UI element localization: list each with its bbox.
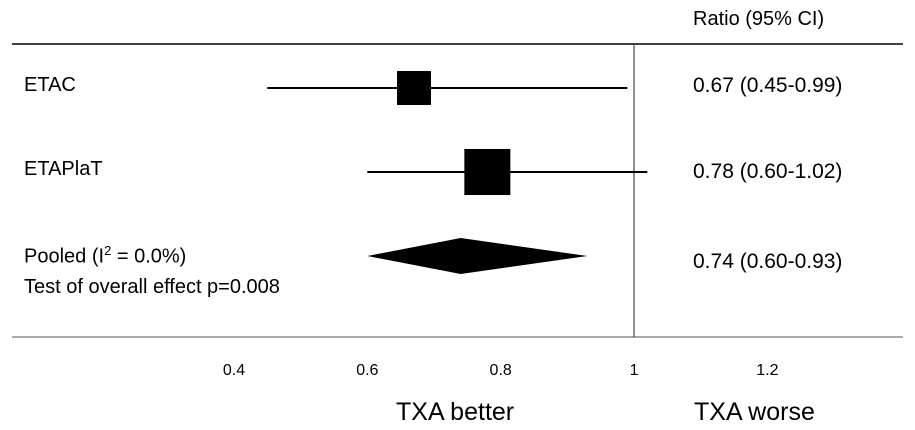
pooled-label-prefix: Pooled (I — [24, 245, 105, 268]
ratio-column-header: Ratio (95% CI) — [693, 8, 825, 30]
pooled-label: Pooled (I2 = 0.0%) — [24, 236, 280, 272]
x-tick-label: 0.6 — [356, 362, 378, 379]
ratio-pooled: 0.74 (0.60-0.93) — [693, 250, 843, 273]
x-tick-label: 0.8 — [490, 362, 512, 379]
x-tick-label: 1 — [630, 362, 639, 379]
overall-effect-test: Test of overall effect p=0.008 — [24, 275, 280, 298]
study-label-etac: ETAC — [24, 74, 76, 96]
x-tick-label: 1.2 — [756, 362, 778, 379]
pooled-label-suffix: = 0.0%) — [111, 245, 187, 268]
estimate-box-etaplat — [464, 149, 511, 195]
pooled-label-block: Pooled (I2 = 0.0%) Test of overall effec… — [24, 236, 280, 302]
pooled-diamond — [367, 238, 588, 274]
txa-better-label: TXA better — [396, 398, 515, 426]
ratio-etaplat: 0.78 (0.60-1.02) — [693, 160, 843, 183]
x-tick-label: 0.4 — [223, 362, 245, 379]
pooled-label-sup: 2 — [104, 243, 112, 258]
estimate-box-etac — [397, 71, 432, 105]
txa-worse-label: TXA worse — [694, 398, 815, 426]
study-label-etaplat: ETAPlaT — [24, 158, 103, 180]
ratio-etac: 0.67 (0.45-0.99) — [693, 74, 843, 97]
